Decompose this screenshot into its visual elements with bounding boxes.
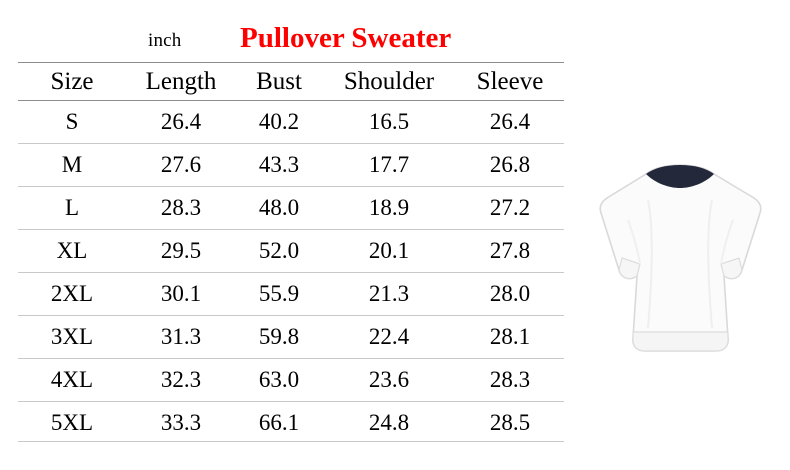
cell-bust: 40.2 bbox=[258, 109, 300, 134]
column-header-length: Length bbox=[126, 62, 236, 101]
table-row: 2XL 30.1 55.9 21.3 28.0 bbox=[18, 272, 564, 316]
cell-size: XL bbox=[18, 229, 126, 273]
cell-size: L bbox=[18, 186, 126, 230]
cell-length: 33.3 bbox=[126, 401, 236, 444]
table-row: S 26.4 40.2 16.5 26.4 bbox=[18, 101, 564, 144]
cell-sleeve: 28.5 bbox=[456, 401, 564, 444]
table-row: 3XL 31.3 59.8 22.4 28.1 bbox=[18, 315, 564, 359]
cell-length: 27.6 bbox=[126, 143, 236, 187]
cell-sleeve: 26.8 bbox=[456, 143, 564, 187]
cell-sleeve: 27.2 bbox=[456, 186, 564, 230]
column-header-size: Size bbox=[18, 62, 126, 101]
cell-bust: 55.9 bbox=[236, 272, 322, 316]
cell-length: 30.1 bbox=[126, 272, 236, 316]
table-row: L 28.3 48.0 18.9 27.2 bbox=[18, 186, 564, 230]
cell-bust: 59.8 bbox=[236, 315, 322, 359]
column-header-bust: Bust bbox=[236, 62, 322, 101]
cell-size: S bbox=[65, 109, 79, 134]
column-header-shoulder: Shoulder bbox=[322, 62, 456, 101]
cell-sleeve: 27.8 bbox=[456, 229, 564, 273]
cell-length: 29.5 bbox=[126, 229, 236, 273]
cell-bust: 66.1 bbox=[236, 401, 322, 444]
table-header-row: Size Length Bust Shoulder Sleeve bbox=[18, 62, 564, 101]
cell-sleeve: 28.3 bbox=[456, 358, 564, 402]
cell-length: 32.3 bbox=[126, 358, 236, 402]
table-row: M 27.6 43.3 17.7 26.8 bbox=[18, 143, 564, 187]
cell-shoulder: 22.4 bbox=[322, 315, 456, 359]
cell-shoulder: 23.6 bbox=[322, 358, 456, 402]
unit-label: inch bbox=[148, 30, 182, 51]
column-header-sleeve: Sleeve bbox=[456, 62, 564, 101]
cell-sleeve: 26.4 bbox=[489, 109, 531, 134]
size-chart-table: Size Length Bust Shoulder Sleeve S 26.4 … bbox=[18, 62, 564, 444]
table-row: 5XL 33.3 66.1 24.8 28.5 bbox=[18, 401, 564, 444]
cell-size: 5XL bbox=[18, 401, 126, 444]
cell-shoulder: 20.1 bbox=[322, 229, 456, 273]
cell-shoulder: 21.3 bbox=[322, 272, 456, 316]
page-title: Pullover Sweater bbox=[240, 22, 452, 54]
cell-shoulder: 16.5 bbox=[368, 109, 410, 134]
cell-length: 26.4 bbox=[160, 109, 202, 134]
table-bottom-divider bbox=[18, 441, 564, 442]
cell-shoulder: 24.8 bbox=[322, 401, 456, 444]
cell-bust: 43.3 bbox=[236, 143, 322, 187]
cell-shoulder: 17.7 bbox=[322, 143, 456, 187]
table-row: XL 29.5 52.0 20.1 27.8 bbox=[18, 229, 564, 273]
cell-size: M bbox=[18, 143, 126, 187]
cell-shoulder: 18.9 bbox=[322, 186, 456, 230]
cell-sleeve: 28.0 bbox=[456, 272, 564, 316]
title-row: inch Pullover Sweater bbox=[0, 22, 560, 64]
cell-sleeve: 28.1 bbox=[456, 315, 564, 359]
cell-length: 28.3 bbox=[126, 186, 236, 230]
product-image-sweatshirt bbox=[588, 160, 773, 375]
cell-size: 2XL bbox=[18, 272, 126, 316]
cell-bust: 52.0 bbox=[236, 229, 322, 273]
cell-bust: 63.0 bbox=[236, 358, 322, 402]
cell-size: 4XL bbox=[18, 358, 126, 402]
table-row: 4XL 32.3 63.0 23.6 28.3 bbox=[18, 358, 564, 402]
cell-bust: 48.0 bbox=[236, 186, 322, 230]
cell-length: 31.3 bbox=[126, 315, 236, 359]
cell-size: 3XL bbox=[18, 315, 126, 359]
